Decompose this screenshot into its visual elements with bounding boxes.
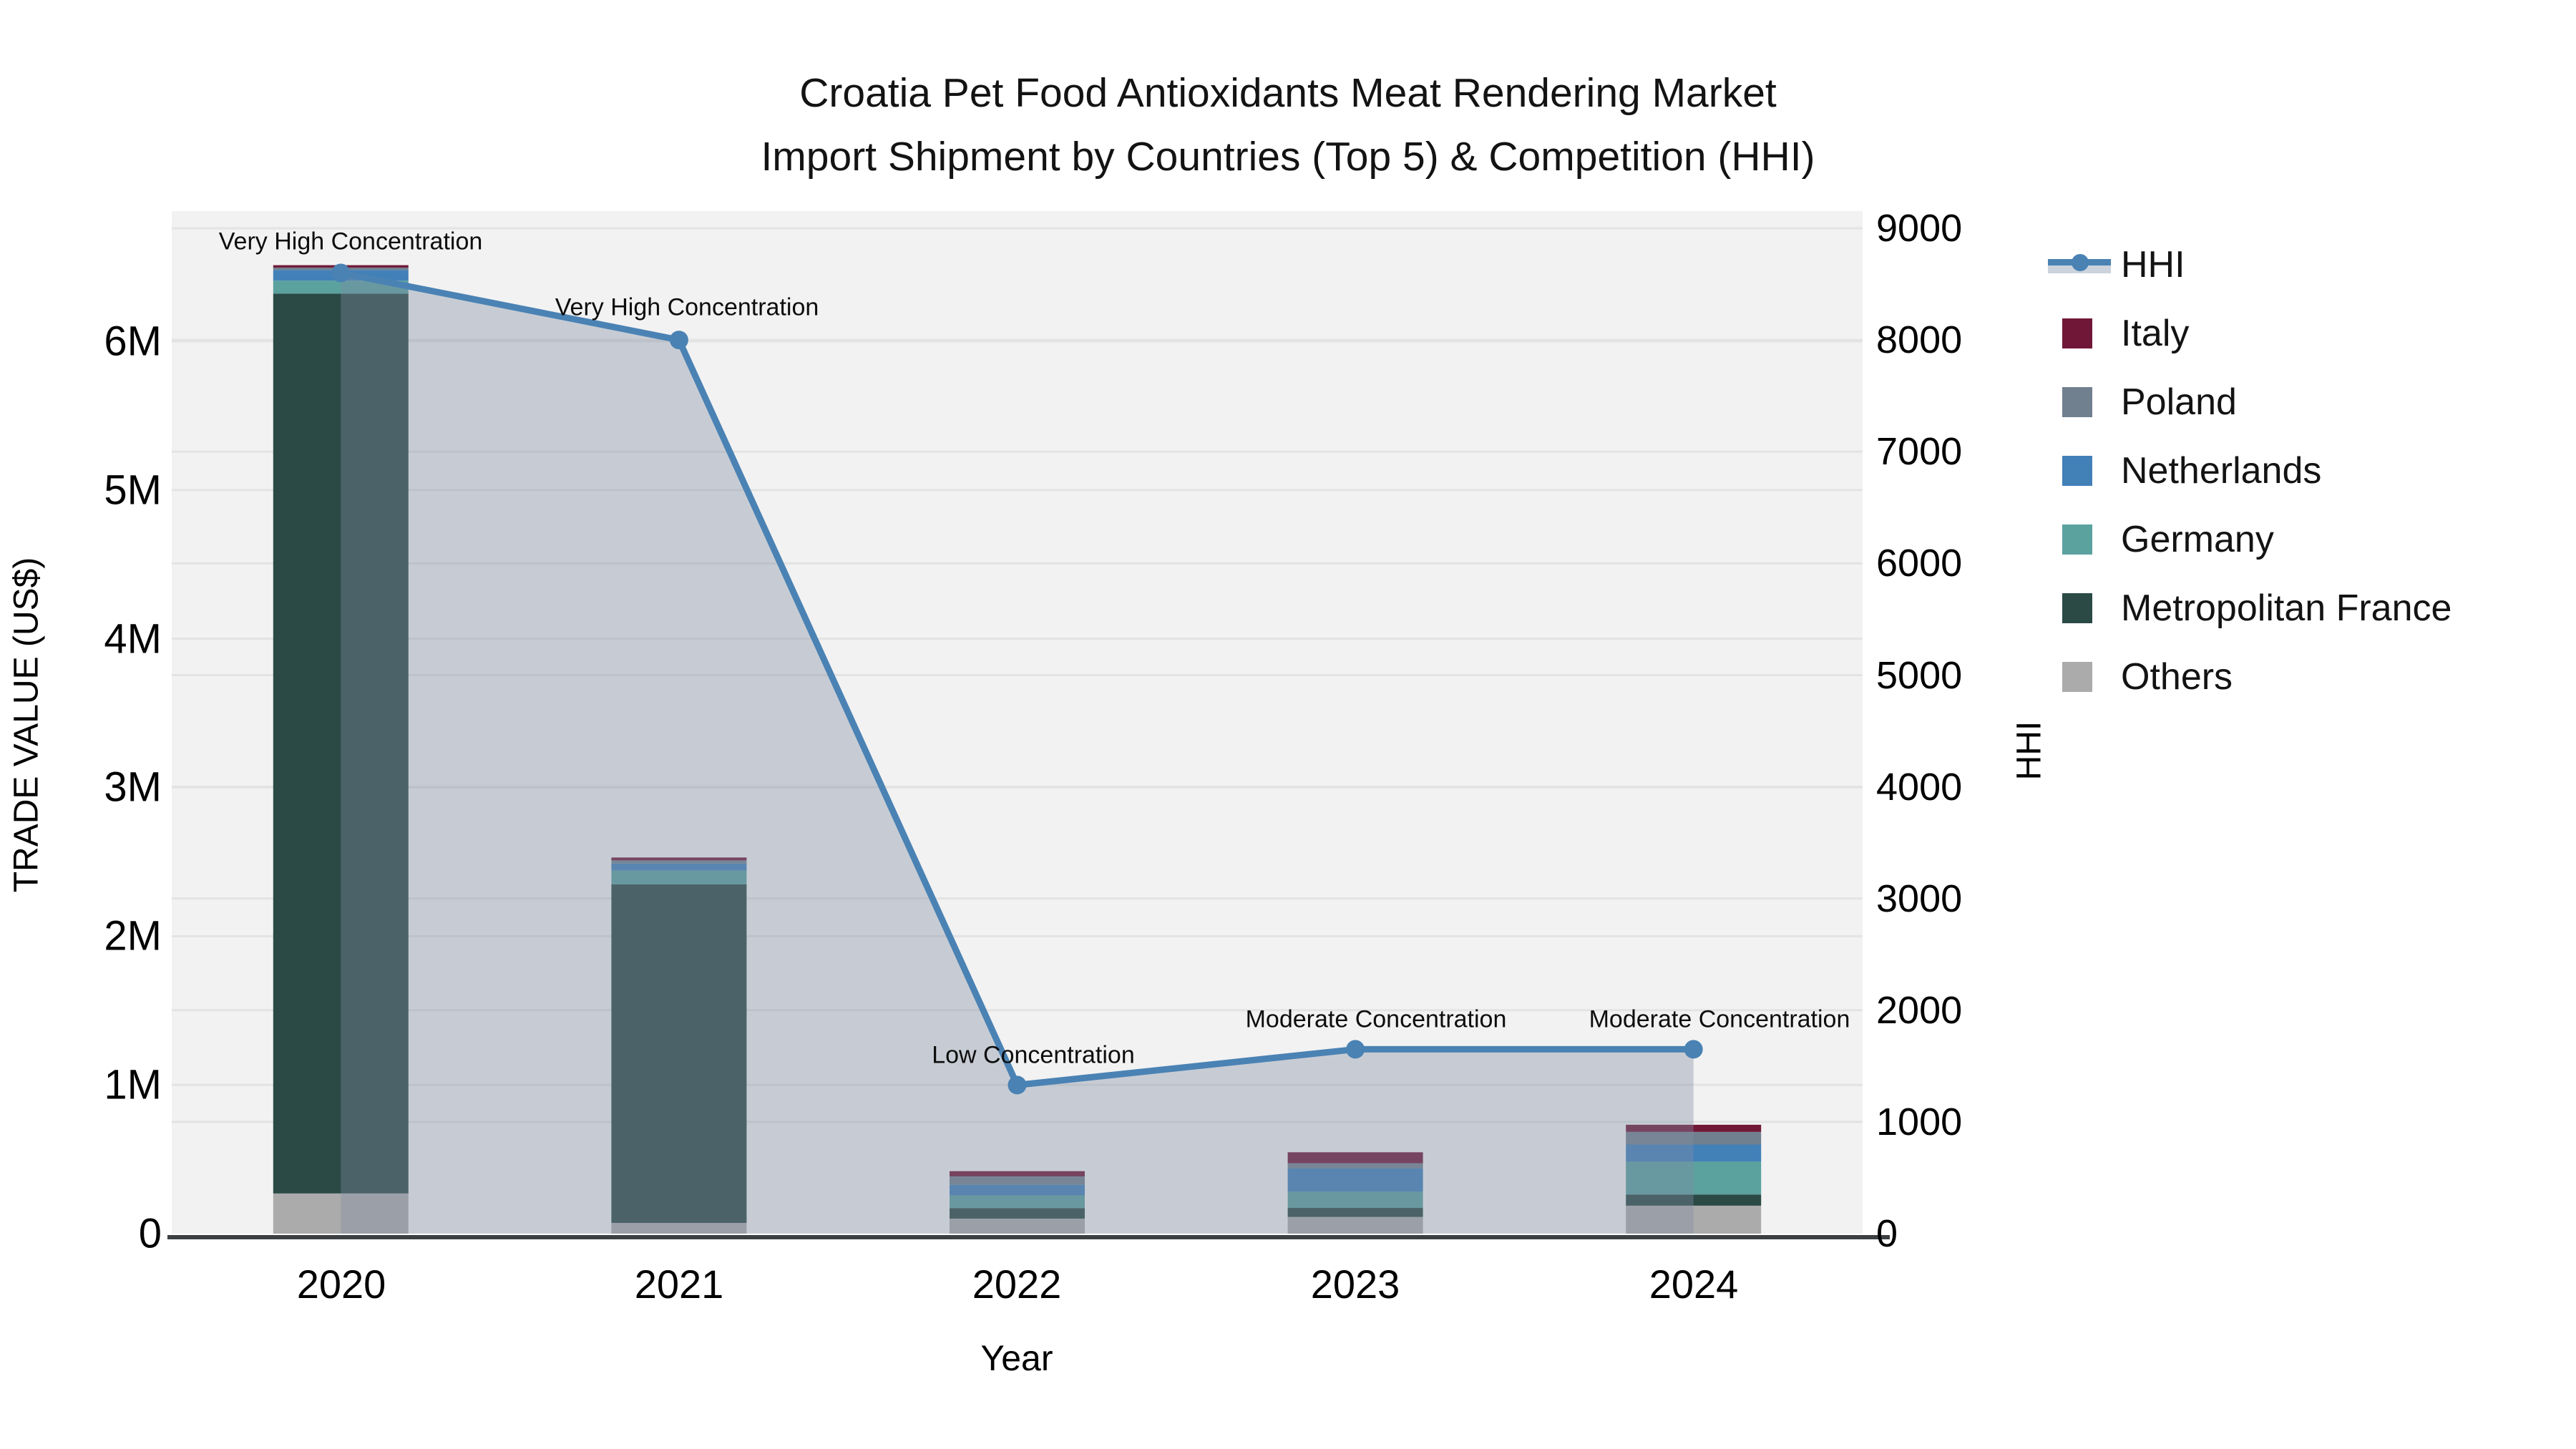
- plot-area: [172, 211, 1863, 1234]
- y-right-tick-label: 2000: [1876, 989, 1963, 1032]
- bar-segment-italy-2023: [1287, 1152, 1423, 1163]
- color-swatch-icon: [2062, 662, 2092, 692]
- annotation-2024: Moderate Concentration: [1589, 1005, 1850, 1033]
- y-left-tick-label: 3M: [104, 763, 162, 811]
- hhi-point-2023: [1346, 1040, 1365, 1059]
- bar-segment-metropolitan-france-2022: [950, 1208, 1085, 1219]
- y-left-axis-title: TRADE VALUE (US$): [7, 557, 46, 893]
- y-right-tick-label: 1000: [1876, 1101, 1963, 1143]
- color-swatch-icon: [2062, 593, 2092, 623]
- x-axis-title: Year: [980, 1338, 1053, 1378]
- y-right-tick-label: 0: [1876, 1212, 1898, 1255]
- legend-label: Netherlands: [2121, 450, 2322, 492]
- y-right-tick-label: 4000: [1876, 766, 1963, 809]
- bar-segment-metropolitan-france-2021: [611, 884, 747, 1224]
- x-tick-label: 2022: [972, 1262, 1062, 1307]
- hhi-point-2022: [1008, 1075, 1027, 1095]
- bar-segment-metropolitan-france-2020: [273, 293, 409, 1194]
- bar-segment-germany-2024: [1626, 1161, 1762, 1195]
- legend: HHI Italy Poland Netherlands Germany Met…: [2048, 230, 2451, 711]
- legend-item-germany: Germany: [2048, 505, 2451, 574]
- bar-segment-poland-2024: [1626, 1131, 1762, 1145]
- y-left-tick-label: 4M: [104, 615, 162, 663]
- y-right-tick-label: 7000: [1876, 430, 1963, 473]
- bar-segment-others-2020: [273, 1193, 409, 1234]
- legend-label: Poland: [2121, 381, 2237, 423]
- legend-item-others: Others: [2048, 643, 2451, 711]
- y-right-tick-label: 6000: [1876, 542, 1963, 585]
- chart-title-line2: Import Shipment by Countries (Top 5) & C…: [761, 134, 1815, 180]
- bar-segment-metropolitan-france-2024: [1626, 1194, 1762, 1206]
- bar-segment-italy-2022: [950, 1171, 1085, 1176]
- bar-segment-netherlands-2022: [950, 1184, 1085, 1196]
- y-left-tick-label: 0: [138, 1210, 162, 1257]
- y-right-axis-title: HHI: [2010, 721, 2049, 781]
- bar-segment-others-2022: [950, 1219, 1085, 1234]
- color-swatch-icon: [2062, 456, 2092, 486]
- bar-segment-italy-2021: [611, 857, 747, 861]
- bar-segment-others-2023: [1287, 1216, 1423, 1234]
- x-axis-line: [167, 1235, 1890, 1239]
- bar-segment-netherlands-2023: [1287, 1168, 1423, 1192]
- bar-segment-germany-2023: [1287, 1191, 1423, 1209]
- annotation-2020: Very High Concentration: [218, 228, 483, 255]
- bar-segment-italy-2024: [1626, 1124, 1762, 1132]
- hhi-area-fill: [341, 273, 1694, 1234]
- legend-label: Germany: [2121, 519, 2274, 560]
- annotation-2023: Moderate Concentration: [1245, 1005, 1507, 1033]
- bar-segment-metropolitan-france-2023: [1287, 1208, 1423, 1217]
- x-tick-label: 2023: [1310, 1262, 1400, 1307]
- y-right-tick-label: 3000: [1876, 877, 1963, 920]
- color-swatch-icon: [2062, 387, 2092, 417]
- bar-segment-netherlands-2021: [611, 863, 747, 871]
- legend-label: Italy: [2121, 313, 2190, 354]
- x-tick-label: 2024: [1649, 1262, 1739, 1307]
- bar-segment-germany-2022: [950, 1195, 1085, 1209]
- color-swatch-icon: [2062, 525, 2092, 555]
- chart-title-line1: Croatia Pet Food Antioxidants Meat Rende…: [799, 70, 1777, 116]
- y-right-tick-label: 9000: [1876, 207, 1963, 250]
- legend-item-metropolitan-france: Metropolitan France: [2048, 574, 2451, 643]
- color-swatch-icon: [2062, 318, 2092, 348]
- bar-segment-netherlands-2024: [1626, 1144, 1762, 1162]
- legend-item-netherlands: Netherlands: [2048, 436, 2451, 505]
- legend-label: Metropolitan France: [2121, 587, 2452, 629]
- legend-label: HHI: [2121, 244, 2185, 286]
- bar-segment-germany-2020: [273, 280, 409, 294]
- annotation-2022: Low Concentration: [932, 1041, 1135, 1069]
- bar-segment-poland-2023: [1287, 1163, 1423, 1169]
- annotation-2021: Very High Concentration: [555, 293, 819, 321]
- legend-item-hhi: HHI: [2048, 230, 2451, 299]
- y-left-tick-label: 1M: [104, 1061, 162, 1108]
- legend-item-poland: Poland: [2048, 368, 2451, 436]
- bar-segment-poland-2021: [611, 860, 747, 864]
- legend-label: Others: [2121, 656, 2233, 698]
- bar-segment-poland-2022: [950, 1176, 1085, 1185]
- y-left-tick-label: 6M: [104, 318, 162, 365]
- hhi-point-2021: [669, 331, 688, 350]
- x-tick-label: 2020: [296, 1262, 386, 1307]
- legend-item-italy: Italy: [2048, 299, 2451, 368]
- bar-segment-germany-2021: [611, 870, 747, 885]
- y-left-tick-label: 2M: [104, 912, 162, 960]
- x-tick-label: 2021: [634, 1262, 724, 1307]
- hhi-point-2024: [1684, 1040, 1703, 1059]
- hhi-line-swatch-icon: [2048, 249, 2111, 280]
- y-right-tick-label: 8000: [1876, 318, 1963, 361]
- y-right-tick-label: 5000: [1876, 654, 1963, 697]
- bar-segment-others-2024: [1626, 1205, 1762, 1234]
- y-left-tick-label: 5M: [104, 467, 162, 514]
- hhi-point-2020: [331, 263, 351, 283]
- bar-segment-others-2021: [611, 1223, 747, 1234]
